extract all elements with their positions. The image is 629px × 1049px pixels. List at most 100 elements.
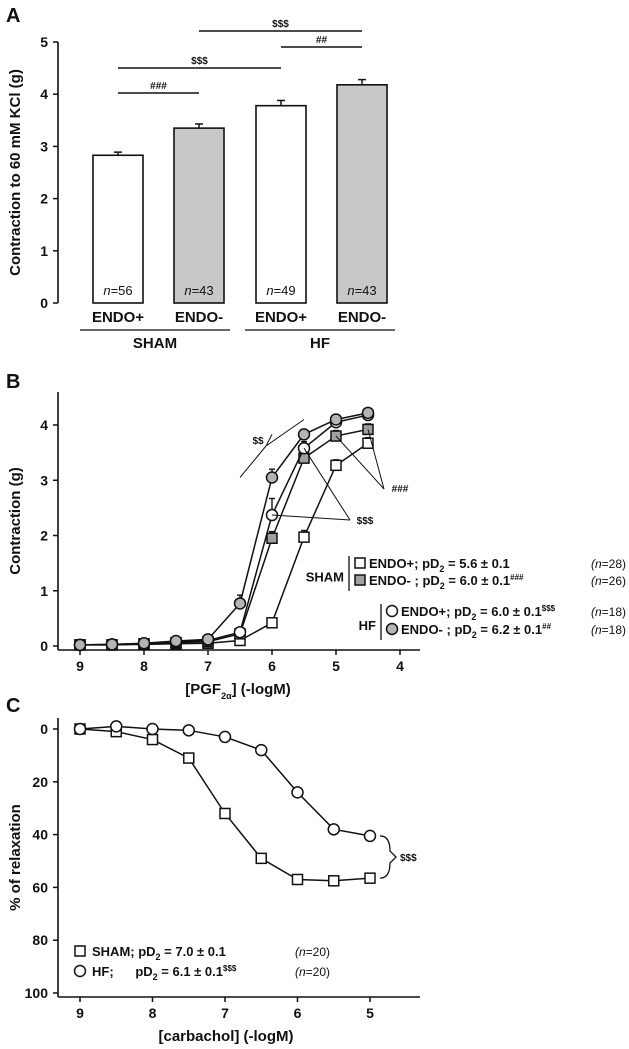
x-category-label: ENDO+ [255, 309, 307, 326]
legend-entry: ENDO+; pD2 = 6.0 ± 0.1$$$ [401, 604, 556, 622]
legend-entry-superscript: $$$ [223, 964, 237, 973]
x-tick-label: 7 [204, 658, 212, 674]
legend-marker [73, 964, 87, 978]
legend-entry-value: = 5.6 ± 0.1 [444, 556, 509, 571]
y-tick-label: 2 [40, 191, 48, 207]
panel-letter-b: B [6, 371, 20, 393]
y-axis-label: Contraction to 60 mM KCl (g) [7, 69, 24, 276]
legend-entry-text: ENDO+; pD [369, 556, 439, 571]
significance-bracket [379, 835, 397, 879]
significance-label: $$$ [400, 853, 417, 864]
legend-n-italic: (n [591, 623, 602, 637]
series-line [79, 414, 369, 646]
data-point [110, 720, 123, 733]
legend-entry-value: = 6.1 ± 0.1 [158, 964, 223, 979]
x-category-label: ENDO- [175, 309, 223, 326]
legend-n-italic: (n [591, 574, 602, 588]
data-point [266, 617, 278, 629]
legend-entry-value: = 6.0 ± 0.1 [476, 604, 541, 619]
legend-n-italic: (n [591, 557, 602, 571]
legend-marker [385, 622, 399, 636]
x-axis-label-tail: ] (-logM) [232, 681, 291, 698]
y-tick-label: 0 [40, 721, 48, 737]
x-axis-label-main: [PGF [185, 681, 221, 698]
x-tick-label: 6 [268, 658, 276, 674]
legend-entry-text: SHAM; pD [92, 944, 156, 959]
n-label: n=49 [266, 283, 295, 298]
data-point [233, 597, 247, 610]
legend-entry-value: = 7.0 ± 0.1 [161, 944, 226, 959]
annotation-pointer [265, 419, 305, 447]
data-point [361, 406, 375, 420]
n-label-value: =56 [111, 283, 133, 298]
legend-entry-subscript: 2 [472, 630, 477, 640]
n-label: n=43 [184, 283, 213, 298]
legend-n-value: =28) [602, 557, 626, 571]
panel-c-line-chart: 0 20 40 60 80 100 9 8 7 6 5 % of relaxation [carbach… [7, 718, 420, 1045]
data-point [362, 437, 374, 449]
data-point [327, 823, 340, 836]
data-point [255, 743, 268, 757]
series-line [80, 428, 369, 646]
x-tick-label: 8 [149, 1005, 157, 1021]
n-label-value: =49 [274, 283, 296, 298]
legend-n-value: =26) [602, 574, 626, 588]
legend-n: (n=18) [591, 623, 626, 637]
n-label-value: =43 [355, 283, 377, 298]
annotation-label: ### [392, 484, 409, 495]
legend-entry-text: ENDO- ; pD [369, 573, 440, 588]
legend-n: (n=28) [591, 557, 626, 571]
y-axis-label: Contraction (g) [7, 467, 24, 574]
legend-entry: ENDO- ; pD2 = 6.0 ± 0.1### [369, 573, 524, 591]
data-point [146, 722, 159, 736]
n-label-italic: n [266, 283, 273, 298]
legend-entry-superscript: ### [510, 573, 524, 582]
data-point [73, 722, 87, 736]
legend-entry-value: = 6.2 ± 0.1 [477, 622, 542, 637]
legend-group-label: HF [359, 618, 376, 633]
legend-entry-subscript: 2 [439, 564, 444, 574]
x-axis-label: [carbachol] (-logM) [159, 1028, 294, 1045]
y-axis-label: % of relaxation [7, 804, 24, 911]
legend-n-value: =20) [306, 965, 330, 979]
x-tick-label: 9 [76, 658, 84, 674]
data-point [169, 634, 183, 648]
legend-marker [354, 557, 366, 569]
legend-n-italic: (n [591, 605, 602, 619]
x-tick-label: 5 [332, 658, 340, 674]
n-label-value: =43 [192, 283, 214, 298]
bar [255, 104, 307, 304]
legend-group-label: SHAM [306, 570, 344, 585]
panel-letter-a: A [6, 5, 20, 27]
data-point [297, 428, 311, 441]
y-tick-label: 5 [40, 34, 48, 50]
x-tick-label: 7 [221, 1005, 229, 1021]
data-point [266, 532, 278, 545]
data-point [146, 733, 159, 746]
data-point [298, 531, 310, 543]
x-tick-label: 6 [294, 1005, 302, 1021]
data-point [364, 872, 376, 884]
y-tick-label: 1 [40, 243, 48, 259]
bar [173, 127, 225, 304]
x-category-label: ENDO- [338, 309, 386, 326]
data-point [233, 625, 247, 639]
panel-b-line-chart: 0 1 2 3 4 9 8 7 6 5 4 Contraction (g) [PGF2α] (-logM… [7, 392, 626, 701]
legend-entry-text: ENDO+; pD [401, 604, 471, 619]
legend-n: (n=20) [295, 965, 330, 979]
x-category-label: ENDO+ [92, 309, 144, 326]
y-tick-label: 100 [25, 985, 49, 1001]
x-tick-label: 9 [76, 1005, 84, 1021]
n-label: n=43 [347, 283, 376, 298]
annotation-pointer [239, 445, 267, 478]
data-point [291, 786, 304, 799]
legend-entry: ENDO- ; pD2 = 6.2 ± 0.1## [401, 622, 552, 640]
x-tick-label: 8 [140, 658, 148, 674]
legend-marker [385, 604, 399, 618]
data-point [137, 636, 151, 650]
annotation-pointer [335, 435, 385, 490]
significance-label: ## [316, 35, 328, 46]
legend-entry: ENDO+; pD2 = 5.6 ± 0.1 [369, 556, 510, 574]
data-point [183, 752, 195, 764]
